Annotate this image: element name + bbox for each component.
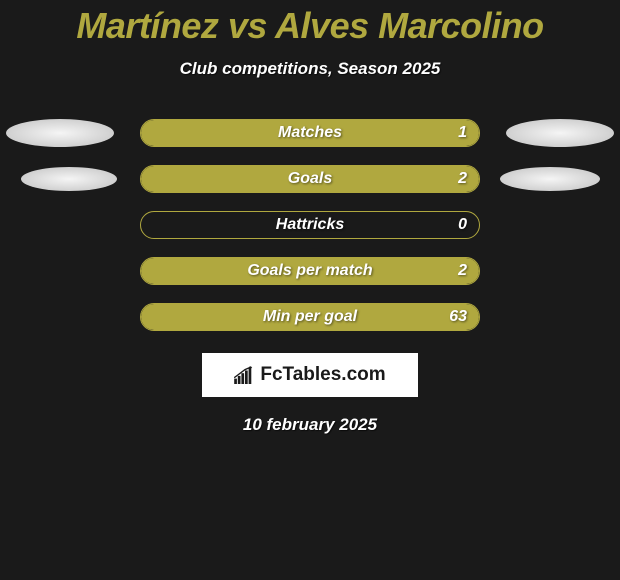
comparison-infographic: Martínez vs Alves Marcolino Club competi…	[0, 0, 620, 435]
stat-bar: Min per goal 63	[140, 303, 480, 331]
ellipse-left-icon	[6, 119, 114, 147]
logo-text: FcTables.com	[260, 364, 385, 386]
stat-row-goals-per-match: Goals per match 2	[0, 257, 620, 285]
stat-label: Min per goal	[263, 308, 357, 326]
stat-label: Matches	[278, 124, 342, 142]
stat-label: Goals	[288, 170, 332, 188]
stat-value: 63	[449, 308, 467, 326]
ellipse-right-icon	[500, 167, 600, 191]
stat-value: 1	[458, 124, 467, 142]
stat-row-matches: Matches 1	[0, 119, 620, 147]
stat-value: 2	[458, 170, 467, 188]
stat-bar: Hattricks 0	[140, 211, 480, 239]
stats-area: Matches 1 Goals 2 Hattricks 0	[0, 119, 620, 331]
stat-row-min-per-goal: Min per goal 63	[0, 303, 620, 331]
ellipse-right-icon	[506, 119, 614, 147]
stat-bar: Matches 1	[140, 119, 480, 147]
subtitle: Club competitions, Season 2025	[0, 59, 620, 79]
stat-row-hattricks: Hattricks 0	[0, 211, 620, 239]
logo-content: FcTables.com	[234, 364, 385, 386]
page-title: Martínez vs Alves Marcolino	[0, 5, 620, 47]
stat-value: 2	[458, 262, 467, 280]
ellipse-left-icon	[21, 167, 117, 191]
stat-bar: Goals per match 2	[140, 257, 480, 285]
logo-box: FcTables.com	[202, 353, 418, 397]
stat-row-goals: Goals 2	[0, 165, 620, 193]
stat-value: 0	[458, 216, 467, 234]
date-text: 10 february 2025	[0, 415, 620, 435]
bar-chart-icon	[234, 366, 256, 384]
stat-bar: Goals 2	[140, 165, 480, 193]
stat-label: Goals per match	[247, 262, 372, 280]
stat-label: Hattricks	[276, 216, 344, 234]
